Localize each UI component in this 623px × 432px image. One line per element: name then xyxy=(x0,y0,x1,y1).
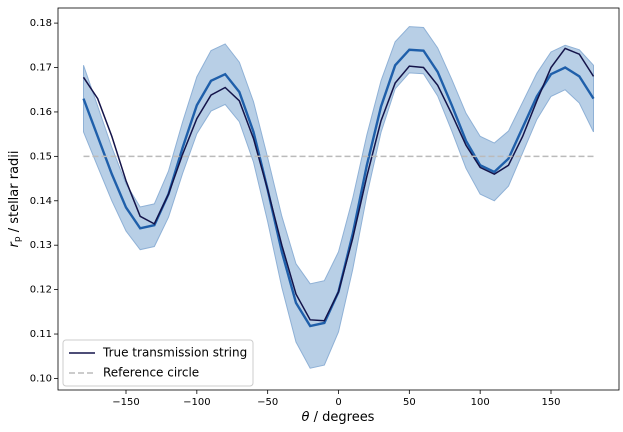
x-axis-label: θ / degrees xyxy=(302,410,375,425)
x-tick-label: −50 xyxy=(257,397,278,408)
y-label-symbol: r xyxy=(7,241,22,248)
y-tick-label: 0.16 xyxy=(30,107,52,118)
plot-area xyxy=(82,26,595,369)
legend-box xyxy=(62,339,254,387)
legend: True transmission string Reference circle xyxy=(62,339,254,387)
y-tick-label: 0.14 xyxy=(30,196,52,207)
x-tick-label: 100 xyxy=(471,397,490,408)
y-tick-label: 0.11 xyxy=(30,329,52,340)
x-tick-label: −150 xyxy=(112,397,139,408)
y-tick-label: 0.17 xyxy=(30,63,52,74)
legend-label: True transmission string xyxy=(102,346,247,360)
x-label-text: / degrees xyxy=(309,410,374,425)
x-tick-label: −100 xyxy=(183,397,210,408)
x-tick-label: 150 xyxy=(541,397,560,408)
y-label-text: / stellar radii xyxy=(7,150,22,236)
uncertainty-band xyxy=(83,26,594,369)
y-tick-label: 0.18 xyxy=(30,18,52,29)
x-tick-label: 0 xyxy=(335,397,341,408)
y-axis-label: rp / stellar radii xyxy=(7,150,23,247)
x-tick-label: 50 xyxy=(403,397,416,408)
y-label-subscript: p xyxy=(13,236,23,242)
y-tick-label: 0.15 xyxy=(30,151,52,162)
x-label-symbol: θ xyxy=(302,410,310,425)
legend-label: Reference circle xyxy=(103,366,199,380)
y-tick-label: 0.13 xyxy=(30,240,52,251)
series-line xyxy=(82,47,595,322)
y-tick-label: 0.10 xyxy=(30,373,52,384)
y-tick-label: 0.12 xyxy=(30,285,52,296)
